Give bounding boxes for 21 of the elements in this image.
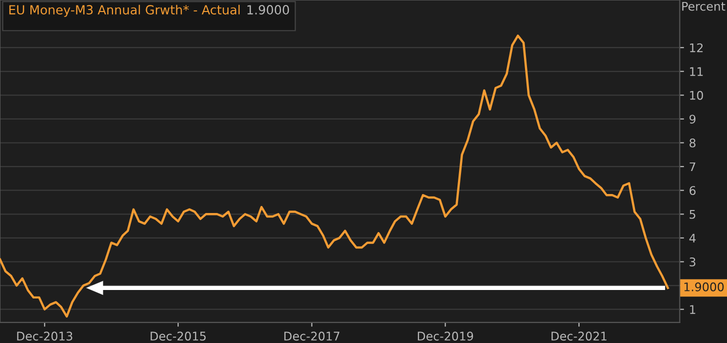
y-tick-label: 4	[689, 234, 696, 242]
x-tick-label: Dec-2019	[418, 332, 474, 341]
y-tick-label: 10	[690, 90, 704, 100]
y-tick-label: 1	[690, 305, 696, 314]
y-tick-label: 3	[690, 257, 696, 266]
annotation: 1.9000	[247, 5, 290, 15]
text: EU Money-M3 Annual Grwth* - Actual	[9, 4, 240, 17]
y-tick-label: 5	[690, 210, 696, 219]
y-tick-label: 9	[690, 114, 696, 124]
x-tick-label: Dec-2017	[284, 332, 340, 341]
line-series	[0, 34, 669, 318]
x-tick-label: Dec-2013	[17, 332, 72, 341]
x-tick-label: Dec-2021	[552, 332, 606, 341]
y-tick-label: 7	[690, 162, 696, 172]
y-tick-label: 12	[690, 43, 703, 52]
x-tick-label: Dec-2015	[150, 332, 206, 341]
y-tick-label: 6	[690, 186, 696, 196]
y-tick-label: 8	[690, 138, 696, 148]
y-tick-label: 11	[690, 67, 703, 76]
annotation: 1.9000	[684, 282, 724, 292]
y-axis-title: Percent	[682, 2, 726, 11]
